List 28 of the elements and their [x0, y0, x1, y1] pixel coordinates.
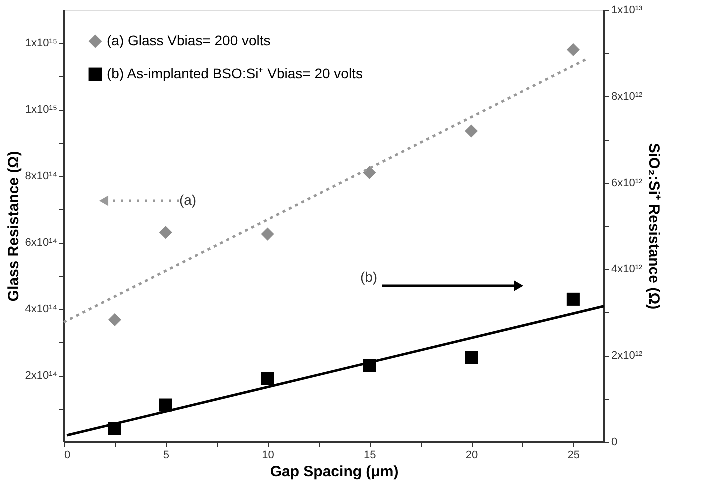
x-tick-label: 0	[64, 450, 71, 462]
y2-axis-title: SiO₂:Si⁺ Resistance (Ω)	[646, 143, 663, 310]
annotation: (a)	[179, 192, 197, 208]
y2-tick-label: 6x10¹²	[612, 177, 644, 190]
x-tick-label: 15	[364, 450, 376, 462]
point	[465, 351, 478, 364]
y2-tick-label: 2x10¹²	[612, 350, 644, 362]
x-tick-label: 10	[262, 450, 274, 462]
y-tick-label: 4x10¹⁴	[25, 304, 58, 316]
y2-tick-label: 8x10¹²	[612, 90, 644, 103]
y2-tick-label: 1x10¹³	[612, 4, 644, 16]
y-tick-label: 6x10¹⁴	[25, 237, 58, 250]
y2-tick-label: 4x10¹²	[612, 264, 644, 276]
legend-label: (b) As-implanted BSO:Si⁺ Vbias= 20 volts	[107, 66, 363, 82]
y2-tick-label: 0	[612, 436, 618, 448]
y-tick-label: 2x10¹⁴	[25, 370, 58, 382]
y-tick-label: 8x10¹⁴	[25, 170, 58, 183]
x-axis-title: Gap Spacing (μm)	[270, 464, 399, 480]
y-axis-title: Glass Resistance (Ω)	[5, 151, 22, 302]
annotation: (b)	[360, 269, 378, 285]
x-tick-label: 25	[568, 450, 580, 462]
point	[261, 372, 274, 386]
x-tick-label: 5	[163, 450, 170, 462]
legend-label: (a) Glass Vbias= 200 volts	[107, 32, 271, 48]
x-tick-label: 20	[466, 450, 478, 462]
point	[566, 292, 580, 306]
y-tick-label: 1x10¹⁵	[25, 38, 58, 50]
y-tick-label: 1x10¹⁵	[25, 104, 58, 116]
